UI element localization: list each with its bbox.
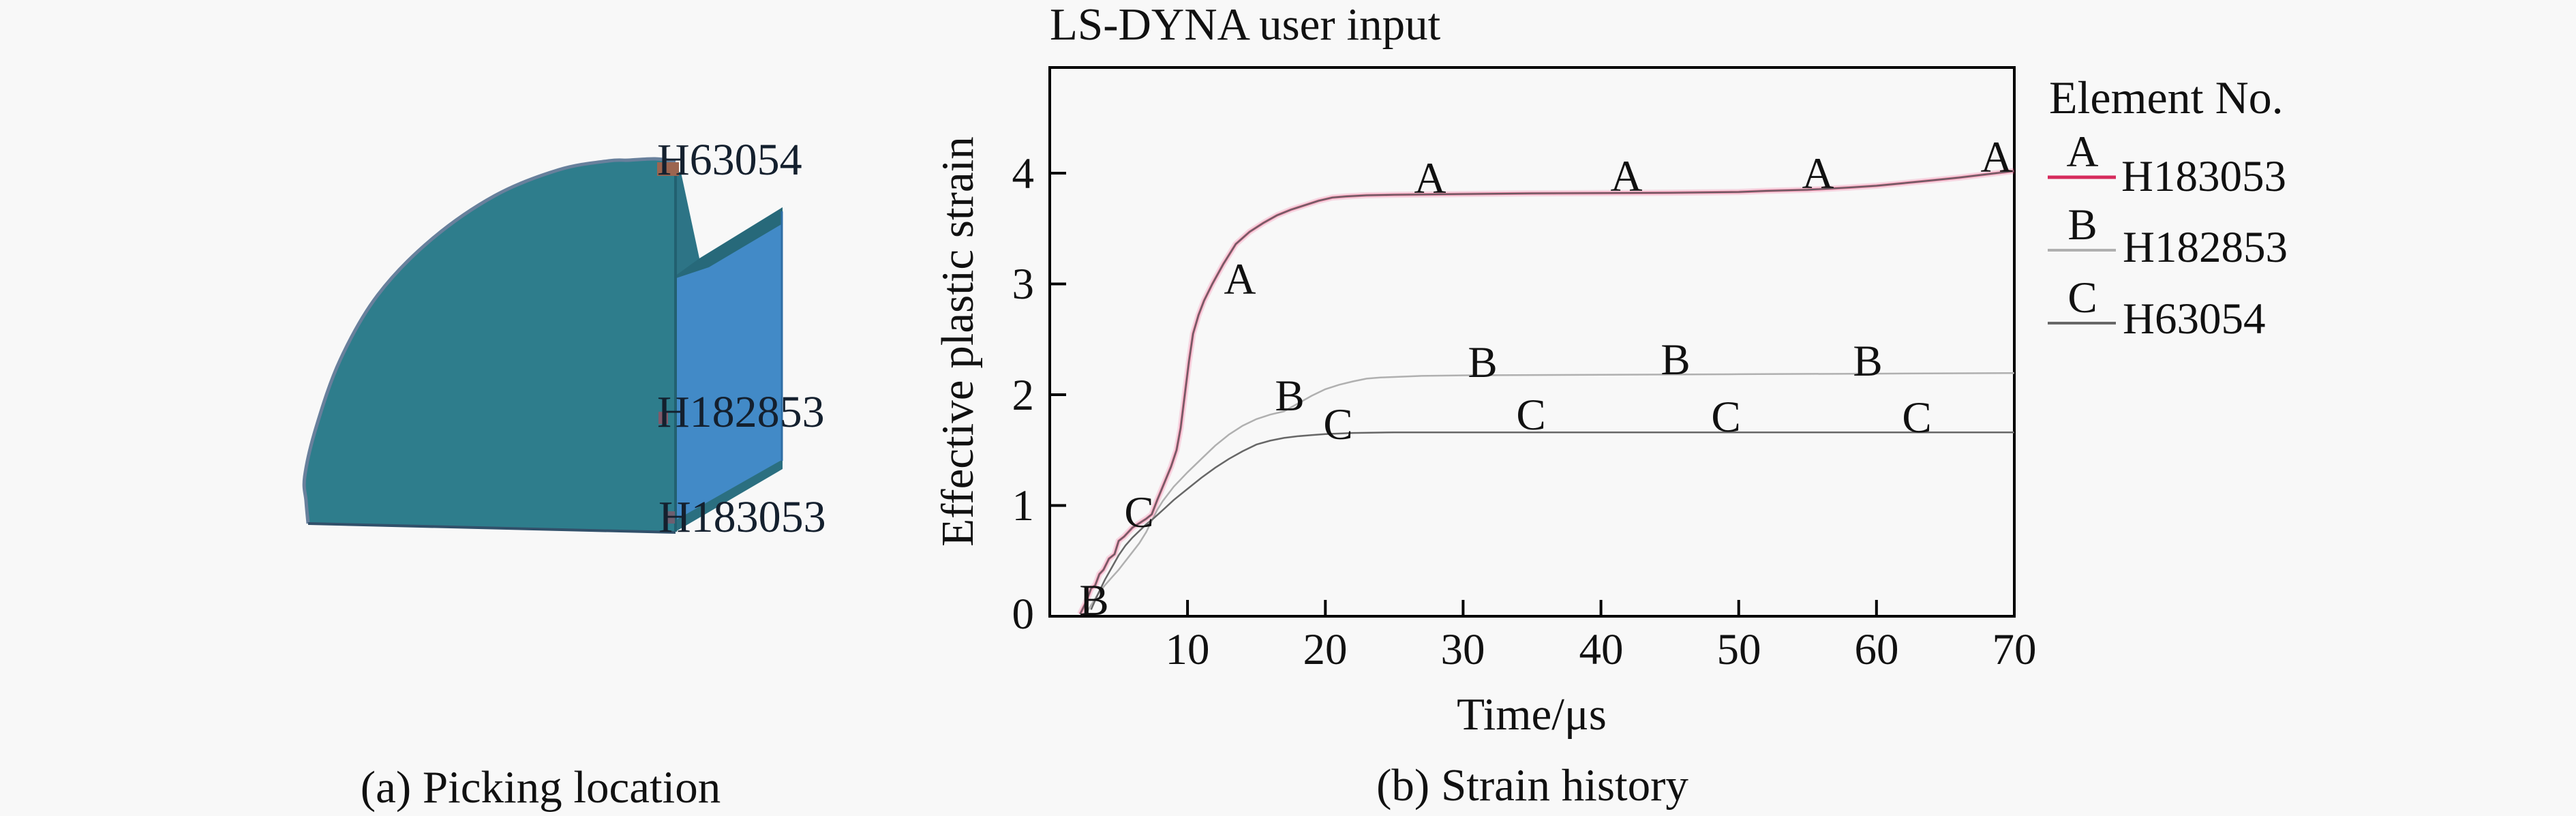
- svg-text:4: 4: [1012, 149, 1035, 198]
- svg-text:H183053: H183053: [2121, 152, 2286, 201]
- svg-text:C: C: [1516, 391, 1545, 440]
- svg-text:0: 0: [1012, 590, 1035, 639]
- svg-text:B: B: [1079, 576, 1108, 625]
- svg-text:A: A: [1414, 154, 1446, 203]
- svg-text:A: A: [1802, 149, 1834, 198]
- svg-text:Effective plastic strain: Effective plastic strain: [933, 136, 983, 547]
- svg-text:A: A: [1981, 133, 2013, 182]
- svg-text:1: 1: [1012, 481, 1035, 530]
- svg-text:B: B: [1853, 337, 1882, 386]
- svg-text:B: B: [1468, 338, 1497, 387]
- svg-text:H182853: H182853: [657, 387, 825, 437]
- svg-text:H182853: H182853: [2123, 223, 2288, 272]
- svg-text:2: 2: [1012, 371, 1035, 420]
- svg-text:LS-DYNA user input: LS-DYNA user input: [1050, 0, 1441, 50]
- svg-text:C: C: [2067, 273, 2097, 322]
- svg-text:A: A: [1224, 255, 1256, 304]
- svg-text:(b) Strain history: (b) Strain history: [1376, 760, 1688, 811]
- svg-text:A: A: [2067, 127, 2099, 177]
- svg-text:10: 10: [1166, 625, 1210, 674]
- svg-text:Time/μs: Time/μs: [1457, 689, 1607, 740]
- svg-text:30: 30: [1441, 625, 1485, 674]
- svg-text:C: C: [1124, 488, 1153, 537]
- svg-text:Element No.: Element No.: [2049, 72, 2284, 123]
- svg-text:H63054: H63054: [657, 135, 802, 185]
- svg-text:70: 70: [1992, 625, 2037, 674]
- svg-text:H63054: H63054: [2123, 294, 2265, 344]
- svg-text:B: B: [2067, 200, 2097, 250]
- svg-text:50: 50: [1717, 625, 1761, 674]
- svg-text:3: 3: [1012, 260, 1035, 309]
- svg-text:20: 20: [1303, 625, 1348, 674]
- svg-text:C: C: [1711, 393, 1740, 442]
- svg-text:(a) Picking location: (a) Picking location: [361, 762, 721, 813]
- svg-text:B: B: [1661, 335, 1690, 384]
- svg-text:A: A: [1611, 152, 1643, 201]
- svg-text:C: C: [1323, 400, 1352, 449]
- svg-text:60: 60: [1855, 625, 1899, 674]
- svg-text:H183053: H183053: [658, 492, 826, 542]
- svg-text:C: C: [1902, 393, 1931, 442]
- svg-text:40: 40: [1579, 625, 1624, 674]
- svg-text:B: B: [1275, 372, 1304, 421]
